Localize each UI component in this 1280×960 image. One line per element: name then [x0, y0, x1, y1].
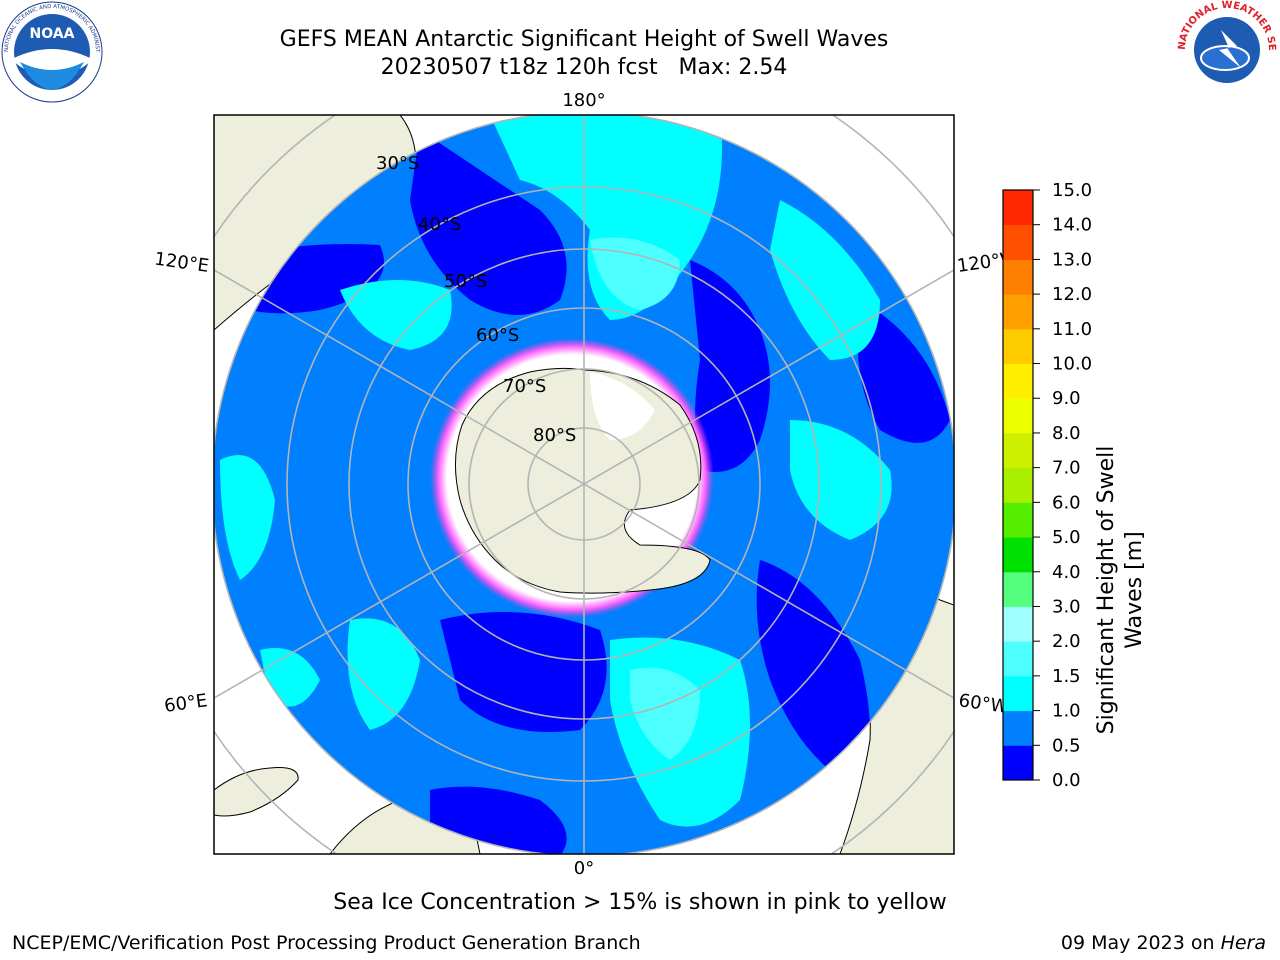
- colorbar-cell: [1003, 571, 1033, 607]
- colorbar-frame: [1002, 189, 1034, 781]
- lat-label-70s: 70°S: [503, 376, 546, 397]
- colorbar-tick-label: 0.0: [1052, 770, 1081, 790]
- run-date-text: 09 May 2023 on: [1060, 932, 1221, 954]
- colorbar-cell: [1003, 641, 1033, 677]
- lon-label-60e: 60°E: [163, 690, 209, 717]
- high-swell-south-indian: [340, 280, 452, 350]
- ice-shelf: [590, 372, 655, 440]
- colorbar-tick-label: 12.0: [1052, 284, 1092, 305]
- antarctica-land: [454, 367, 711, 594]
- graticule: [214, 115, 954, 854]
- chart-title: GEFS MEAN Antarctic Significant Height o…: [200, 26, 968, 82]
- high-swell-west: [220, 455, 275, 580]
- colorbar-cell: [1003, 190, 1033, 226]
- low-swell-pacific: [410, 130, 567, 315]
- colorbar-tick-label: 10.0: [1052, 354, 1092, 375]
- colorbar-cell: [1003, 675, 1033, 712]
- title-line-2: 20230507 t18z 120h fcst Max: 2.54: [380, 55, 788, 80]
- colorbar-cell: [1003, 432, 1033, 469]
- colorbar-cell: [1003, 467, 1033, 503]
- colorbar-tick-label: 1.0: [1052, 701, 1081, 722]
- colorbar-tick-label: 14.0: [1052, 215, 1092, 236]
- nws-logo: NATIONAL WEATHER SERVICE: [1175, 0, 1277, 96]
- noaa-logo-mark: NOAA: [30, 26, 75, 42]
- colorbar-tick-label: 6.0: [1052, 492, 1081, 513]
- lon-label-0: 0°: [574, 858, 594, 879]
- colorbar-tick-label: 9.0: [1052, 388, 1081, 409]
- high-swell-east-2: [790, 420, 892, 540]
- colorbar-tick-label: 7.0: [1052, 458, 1081, 479]
- colorbar-label-1: Significant Height of Swell: [1094, 446, 1119, 735]
- low-swell-south-atlantic: [756, 560, 870, 790]
- colorbar-tick-label: 4.0: [1052, 562, 1081, 583]
- lat-label-40s: 40°S: [418, 214, 461, 235]
- colorbar-cell: [1003, 710, 1033, 746]
- high-swell-atlantic-core: [630, 667, 700, 760]
- run-date: 09 May 2023 on Hera: [1061, 932, 1266, 954]
- colorbar: 0.0 0.5 1.0 1.5 2.0 3.0 4.0 5.0 6.0 7.0 8.0 9.0 10.0…: [1002, 180, 1147, 790]
- colorbar-tick-label: 0.5: [1052, 735, 1081, 756]
- colorbar-tick-label: 8.0: [1052, 423, 1081, 444]
- lat-label-80s: 80°S: [533, 425, 576, 446]
- machine-name: Hera: [1220, 932, 1266, 954]
- high-swell-east: [770, 200, 880, 360]
- noaa-logo: NOAA NATIONAL OCEANIC AND ATMOSPHERIC AD…: [0, 0, 103, 103]
- madagascar-land: [214, 767, 299, 817]
- colorbar-cell: [1003, 294, 1033, 330]
- map-frame: [213, 114, 955, 855]
- colorbar-cell: [1003, 537, 1033, 573]
- colorbar-tick-label: 2.0: [1052, 631, 1081, 652]
- colorbar-cell: [1003, 259, 1033, 295]
- lon-label-180: 180°: [562, 90, 605, 111]
- colorbar-tick-label: 3.0: [1052, 596, 1081, 617]
- low-swell-east: [857, 300, 950, 443]
- high-swell-indian: [347, 618, 420, 730]
- colorbar-tick-label: 15.0: [1052, 180, 1092, 201]
- lat-label-30s: 30°S: [376, 153, 419, 174]
- colorbar-cell: [1003, 606, 1033, 642]
- colorbar-cell: [1003, 328, 1033, 365]
- title-line-1: GEFS MEAN Antarctic Significant Height o…: [279, 27, 889, 52]
- high-swell-pacific-core: [590, 237, 680, 310]
- colorbar-ticks: 0.0 0.5 1.0 1.5 2.0 3.0 4.0 5.0 6.0 7.0 8.0 9.0 10.0…: [1033, 180, 1092, 790]
- lat-label-50s: 50°S: [444, 271, 487, 292]
- branch-credit: NCEP/EMC/Verification Post Processing Pr…: [12, 932, 641, 954]
- colorbar-tick-label: 1.5: [1052, 666, 1081, 687]
- low-swell-atlantic: [440, 612, 607, 732]
- colorbar-cell: [1003, 398, 1033, 434]
- low-swell-south-pacific: [690, 260, 770, 472]
- lat-label-60s: 60°S: [476, 325, 519, 346]
- colorbar-tick-label: 13.0: [1052, 249, 1092, 270]
- colorbar-cells: [1003, 190, 1033, 781]
- colorbar-cell: [1003, 745, 1033, 781]
- lon-label-120e: 120°E: [153, 249, 210, 277]
- sea-ice-note: Sea Ice Concentration > 15% is shown in …: [333, 890, 947, 915]
- colorbar-cell: [1003, 363, 1033, 399]
- colorbar-cell: [1003, 502, 1033, 538]
- colorbar-cell: [1003, 224, 1033, 260]
- colorbar-tick-label: 11.0: [1052, 319, 1092, 340]
- colorbar-tick-label: 5.0: [1052, 527, 1081, 548]
- colorbar-label-2: Waves [m]: [1122, 531, 1147, 648]
